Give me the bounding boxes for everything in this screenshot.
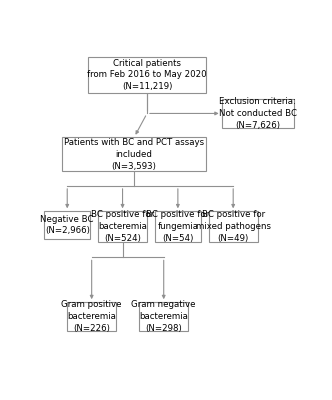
Text: BC positive for
bacteremia
(N=524): BC positive for bacteremia (N=524)	[91, 210, 154, 243]
Text: Patients with BC and PCT assays
included
(N=3,593): Patients with BC and PCT assays included…	[64, 138, 204, 170]
FancyBboxPatch shape	[88, 57, 206, 93]
Text: Critical patients
from Feb 2016 to May 2020
(N=11,219): Critical patients from Feb 2016 to May 2…	[87, 59, 207, 91]
FancyBboxPatch shape	[44, 211, 90, 239]
FancyBboxPatch shape	[209, 211, 258, 242]
FancyBboxPatch shape	[155, 211, 201, 242]
Text: BC positive for
mixed pathogens
(N=49): BC positive for mixed pathogens (N=49)	[196, 210, 271, 243]
FancyBboxPatch shape	[222, 99, 294, 128]
Text: Exclusion criteria:
Not conducted BC
(N=7,626): Exclusion criteria: Not conducted BC (N=…	[219, 97, 296, 130]
FancyBboxPatch shape	[62, 137, 206, 171]
Text: Gram negative
bacteremia
(N=298): Gram negative bacteremia (N=298)	[131, 300, 196, 333]
Text: BC positive for
fungemia
(N=54): BC positive for fungemia (N=54)	[146, 210, 209, 243]
Text: Negative BC
(N=2,966): Negative BC (N=2,966)	[41, 215, 94, 236]
FancyBboxPatch shape	[98, 211, 147, 242]
Text: Gram positive
bacteremia
(N=226): Gram positive bacteremia (N=226)	[61, 300, 122, 333]
FancyBboxPatch shape	[67, 302, 116, 331]
FancyBboxPatch shape	[139, 302, 188, 331]
